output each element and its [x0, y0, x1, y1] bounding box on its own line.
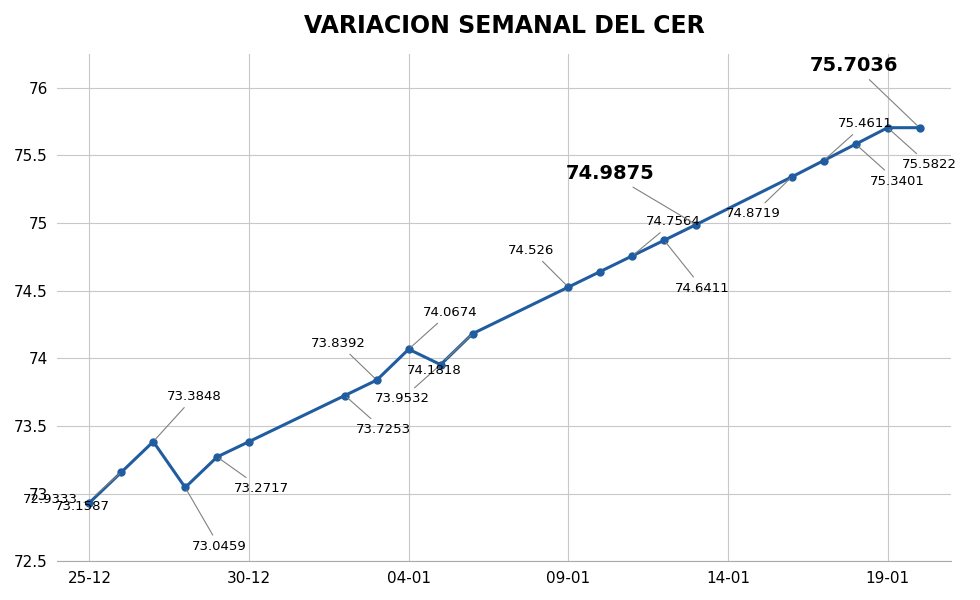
Text: 74.0674: 74.0674 — [411, 305, 477, 347]
Text: 74.7564: 74.7564 — [634, 215, 701, 254]
Text: 75.4611: 75.4611 — [826, 117, 893, 158]
Text: 73.9532: 73.9532 — [374, 367, 438, 406]
Text: 74.526: 74.526 — [508, 244, 566, 285]
Text: 74.1818: 74.1818 — [407, 335, 470, 377]
Text: 73.3848: 73.3848 — [155, 390, 221, 440]
Text: 73.1587: 73.1587 — [55, 474, 120, 513]
Text: 75.5822: 75.5822 — [890, 130, 956, 171]
Text: 75.7036: 75.7036 — [810, 56, 917, 126]
Text: 73.0459: 73.0459 — [186, 490, 247, 553]
Text: 73.8392: 73.8392 — [311, 337, 374, 378]
Text: 72.9333: 72.9333 — [24, 493, 86, 506]
Text: 74.8719: 74.8719 — [726, 179, 790, 220]
Text: 73.2717: 73.2717 — [220, 458, 289, 495]
Text: 75.3401: 75.3401 — [858, 146, 924, 188]
Title: VARIACION SEMANAL DEL CER: VARIACION SEMANAL DEL CER — [304, 14, 705, 38]
Text: 74.9875: 74.9875 — [565, 164, 694, 223]
Text: 73.7253: 73.7253 — [347, 397, 411, 436]
Text: 74.6411: 74.6411 — [665, 242, 730, 295]
